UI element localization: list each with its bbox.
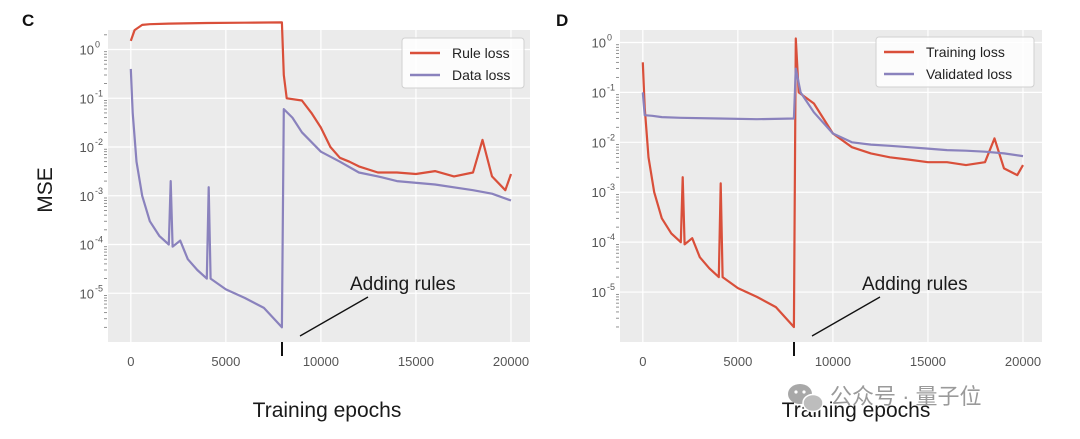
x-tick-label: 5000 (211, 354, 240, 369)
x-tick-labels-d: 0 5000 10000 15000 20000 (639, 354, 1041, 369)
series-line-training-loss (641, 37, 1024, 329)
wechat-icon (788, 384, 824, 413)
y-tick-label: 10 (592, 135, 606, 150)
panel-label-d: D (556, 11, 568, 30)
y-tick-exponent: -5 (95, 283, 103, 293)
y-tick-exponent: 0 (95, 40, 100, 50)
annotation-leader-c (299, 296, 369, 337)
legend-label-rule-loss: Rule loss (452, 45, 510, 61)
y-tick-exponent: -4 (607, 232, 615, 242)
y-tick-label: 10 (592, 35, 606, 50)
grid-c (108, 30, 530, 342)
y-tick-label: 10 (592, 185, 606, 200)
series-line-validated-loss (641, 67, 1024, 158)
x-tick-label: 20000 (493, 354, 529, 369)
y-tick-label: 10 (592, 235, 606, 250)
x-tick-label: 10000 (815, 354, 851, 369)
y-tick-exponent: -3 (95, 186, 103, 196)
x-tick-label: 0 (127, 354, 134, 369)
x-axis-title-c: Training epochs (253, 399, 402, 422)
legend-label-validated-loss: Validated loss (926, 66, 1012, 82)
x-tick-label: 15000 (398, 354, 434, 369)
series-line-rule-loss (129, 21, 513, 192)
legend-label-training-loss: Training loss (926, 44, 1005, 60)
y-tick-exponent: -2 (607, 132, 615, 142)
series-layer-d (641, 37, 1024, 329)
series-layer-c (129, 21, 513, 329)
y-tick-label: 10 (592, 285, 606, 300)
y-tick-label: 10 (80, 43, 94, 58)
y-tick-label: 10 (80, 140, 94, 155)
y-tick-exponent: -4 (95, 235, 103, 245)
y-tick-exponent: -3 (607, 182, 615, 192)
series-line-data-loss (129, 68, 512, 329)
annotation-leader-d (811, 296, 881, 337)
y-tick-exponent: -5 (607, 282, 615, 292)
minor-ticks-c (104, 34, 107, 328)
y-tick-label: 10 (80, 189, 94, 204)
legend-box-d (875, 36, 1035, 88)
y-axis-title-c: MSE (34, 167, 57, 213)
annotation-d: Adding rules (862, 274, 968, 295)
y-tick-exponent: -1 (95, 88, 103, 98)
minor-ticks-d (616, 44, 619, 328)
y-tick-exponent: 0 (607, 32, 612, 42)
x-tick-label: 20000 (1005, 354, 1041, 369)
x-tick-label: 5000 (723, 354, 752, 369)
y-tick-label: 10 (80, 238, 94, 253)
legend-label-data-loss: Data loss (452, 67, 510, 83)
x-tick-label: 15000 (910, 354, 946, 369)
legend-d: Training loss Validated loss (875, 36, 1035, 88)
x-tick-labels-c: 0 5000 10000 15000 20000 (127, 354, 529, 369)
x-tick-label: 10000 (303, 354, 339, 369)
y-tick-exponent: -1 (607, 82, 615, 92)
y-tick-exponent: -2 (95, 137, 103, 147)
y-tick-label: 10 (80, 91, 94, 106)
annotation-c: Adding rules (350, 274, 456, 295)
watermark: 公众号 · 量子位 (788, 384, 982, 413)
legend-c: Rule loss Data loss (401, 37, 525, 89)
x-tick-label: 0 (639, 354, 646, 369)
panel-label-c: C (22, 11, 34, 30)
watermark-text: 公众号 · 量子位 (830, 384, 982, 409)
y-tick-label: 10 (80, 286, 94, 301)
y-tick-label: 10 (592, 85, 606, 100)
